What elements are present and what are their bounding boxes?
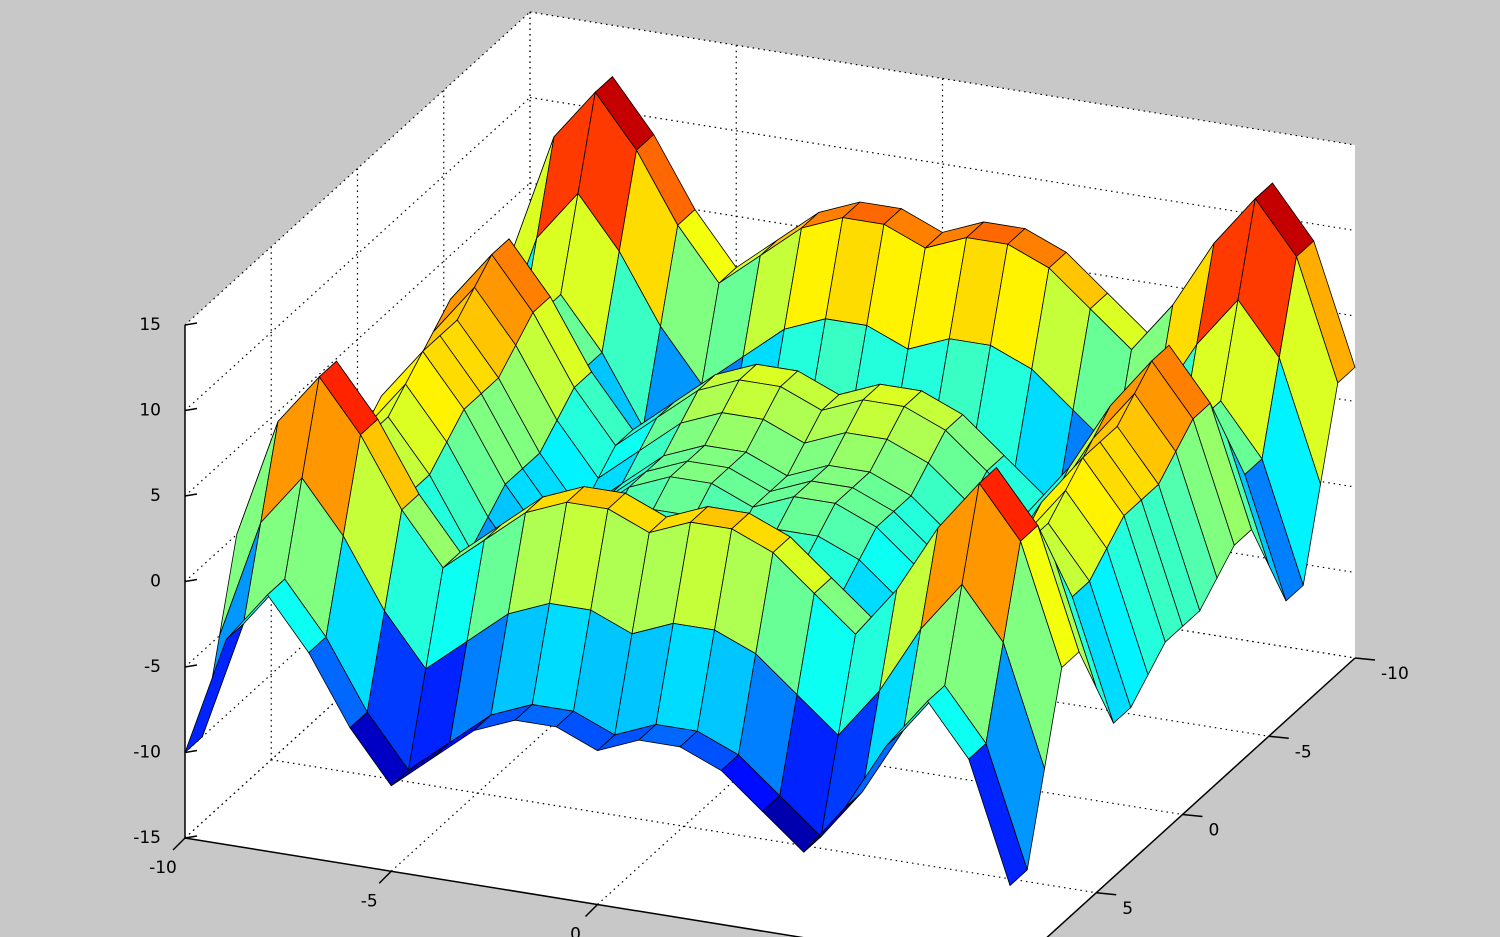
z-tick-label: 5 xyxy=(150,486,161,506)
grid-line xyxy=(184,182,531,497)
y-tick-label: 5 xyxy=(1122,899,1133,919)
surface-patch xyxy=(968,742,1028,887)
grid-line xyxy=(184,97,531,411)
tick-mark xyxy=(378,870,392,884)
y-tick-label: -10 xyxy=(1381,664,1409,684)
x-axis xyxy=(184,837,804,937)
x-tick-label: -5 xyxy=(361,891,378,911)
tick-mark xyxy=(184,749,198,754)
z-tick-label: -15 xyxy=(133,828,161,848)
tick-mark xyxy=(1268,735,1289,739)
y-axis xyxy=(1046,657,1356,937)
tick-mark xyxy=(184,493,198,497)
z-tick-label: 15 xyxy=(139,315,161,335)
grid-line xyxy=(184,524,531,839)
grid-line xyxy=(184,439,531,753)
z-tick-label: -5 xyxy=(144,657,161,677)
y-tick-label: -5 xyxy=(1295,742,1312,762)
tick-mark xyxy=(172,837,186,851)
x-tick-label: 0 xyxy=(570,925,581,937)
tick-mark xyxy=(1096,892,1117,896)
tick-mark xyxy=(184,322,198,326)
x-tick-label: -10 xyxy=(149,858,177,878)
y-tick-label: 0 xyxy=(1209,821,1220,841)
z-tick-label: 10 xyxy=(139,401,161,421)
tick-mark xyxy=(184,578,198,583)
tick-mark xyxy=(1182,813,1203,818)
z-tick-label: -10 xyxy=(133,743,161,763)
tick-mark xyxy=(1354,657,1376,661)
tick-mark xyxy=(184,407,198,412)
grid-line xyxy=(184,11,531,326)
tick-mark xyxy=(184,664,198,668)
grid-line xyxy=(597,591,943,905)
tick-mark xyxy=(584,903,599,918)
grid-line xyxy=(390,557,737,872)
z-tick-label: 0 xyxy=(150,572,161,592)
